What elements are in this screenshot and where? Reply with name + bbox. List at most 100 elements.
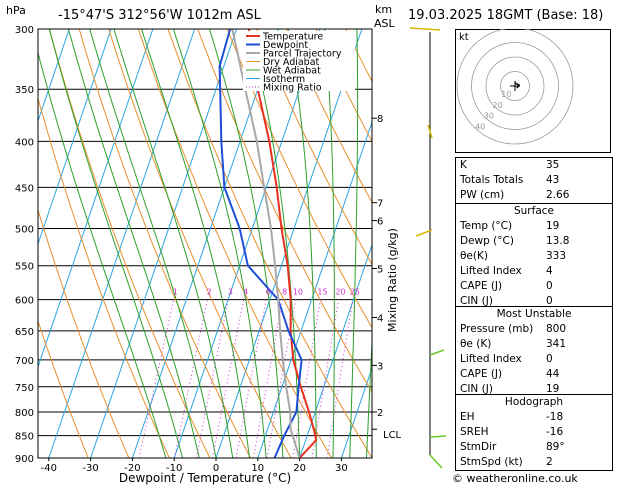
row-label: Lifted Index [460, 353, 522, 365]
hodograph-table: Hodograph EH -18 SREH -16 StmDir 89° StmSpd (kt… [455, 394, 613, 471]
table-row: θe(K) 333 [456, 249, 612, 264]
wet-adiabat [287, 29, 317, 458]
legend-item: Parcel Trajectory [263, 49, 342, 60]
dry-adiabat [108, 29, 292, 458]
km-tick-label: 7 [377, 199, 383, 210]
legend-item: Dewpoint [263, 40, 308, 51]
km-tick-label: 6 [377, 217, 383, 228]
table-row: StmDir 89° [456, 440, 612, 455]
hodograph-trace [514, 82, 521, 89]
mixing-ratio-line [311, 299, 340, 458]
isotherm-line [173, 29, 321, 458]
valid-time: 19.03.2025 18GMT (Base: 18) [408, 8, 604, 23]
row-label: PW (cm) [460, 189, 505, 201]
row-value: 19 [546, 383, 560, 395]
dry-adiabat [226, 29, 372, 329]
hodograph-unit: kt [459, 32, 469, 43]
wet-adiabat [349, 29, 359, 458]
table-title: Hodograph [504, 396, 564, 408]
table-title: Most Unstable [496, 308, 572, 320]
pressure-unit-label: hPa [6, 4, 26, 17]
row-label: θe(K) [460, 250, 488, 262]
km-tick-label: LCL [383, 430, 402, 441]
legend-item: Wet Adiabat [263, 66, 321, 77]
row-value: 19 [546, 220, 560, 232]
copyright: © weatheronline.co.uk [452, 472, 578, 485]
temp-tick-label: 10 [251, 463, 264, 474]
wet-adiabat [209, 29, 284, 458]
pressure-tick-label: 800 [15, 408, 34, 419]
row-value: 43 [546, 174, 560, 186]
temp-tick-label: 20 [293, 463, 306, 474]
row-label: Temp (°C) [460, 220, 513, 232]
row-value: 2 [546, 456, 553, 468]
hodograph-ring-label: 10 [501, 90, 511, 99]
pressure-tick-label: 550 [15, 262, 34, 273]
wet-adiabat [324, 29, 335, 458]
mixing-ratio-label: 15 [317, 288, 327, 297]
surface-table: Surface Temp (°C) 19 Dewp (°C) 13.8 θe(K) 333 L… [455, 203, 613, 310]
row-value: -16 [546, 426, 564, 438]
isotherm-line [90, 29, 237, 458]
wet-adiabat [48, 29, 184, 458]
legend-item: Temperature [262, 32, 323, 43]
row-value: 4 [546, 265, 553, 277]
wet-adiabat [113, 29, 234, 458]
wet-adiabat [366, 332, 372, 458]
row-label: StmSpd (kt) [460, 456, 523, 468]
pressure-tick-label: 900 [15, 454, 34, 465]
row-value: 89° [546, 441, 565, 453]
parcel-trajectory [231, 29, 301, 458]
km-tick-label: 8 [377, 114, 383, 125]
km-tick-label: 3 [377, 361, 383, 372]
hodograph-ring-label: 40 [475, 123, 485, 132]
wet-adiabat [67, 29, 200, 458]
temp-tick-label: 0 [213, 463, 219, 474]
row-value: 35 [546, 159, 560, 171]
km-tick-label: 2 [377, 408, 383, 419]
table-row: CAPE (J) 44 [456, 367, 612, 382]
pressure-tick-label: 650 [15, 327, 34, 338]
row-value: -18 [546, 411, 564, 423]
table-row: Totals Totals 43 [456, 173, 612, 188]
mixing-ratio-label: 3 [228, 288, 233, 297]
pressure-tick-label: 350 [15, 85, 34, 96]
hodograph-ring [485, 56, 545, 116]
table-row: Temp (°C) 19 [456, 219, 612, 234]
isotherm-line [38, 29, 154, 369]
wet-adiabat [89, 29, 217, 458]
row-value: 44 [546, 368, 560, 380]
mixing-ratio-label: 20 [335, 288, 345, 297]
row-label: Totals Totals [460, 174, 524, 186]
temp-tick-label: 30 [335, 463, 348, 474]
location-title: -15°47'S 312°56'W 1012m ASL [58, 8, 261, 23]
most-unstable-table: Most Unstable Pressure (mb) 800 θe (K) 341 Li… [455, 306, 613, 398]
legend-item: Mixing Ratio [263, 83, 322, 94]
mixing-ratio-line [252, 299, 284, 458]
table-row: SREH -16 [456, 425, 612, 440]
row-label: Pressure (mb) [460, 323, 534, 335]
row-value: 333 [546, 250, 567, 262]
isotherm-line [131, 29, 279, 458]
isotherm-line [257, 120, 372, 458]
mixing-ratio-label: 2 [207, 288, 212, 297]
dry-adiabat [612, 29, 629, 458]
isotherm-line [340, 366, 372, 458]
temp-tick-label: -40 [41, 463, 57, 474]
table-row: Pressure (mb) 800 [456, 322, 612, 337]
isotherm-line [215, 29, 363, 458]
wind-barb [429, 454, 443, 469]
row-value: 13.8 [546, 235, 570, 247]
hodograph-frame [455, 29, 611, 153]
table-row: Lifted Index 0 [456, 352, 612, 367]
row-label: θe (K) [460, 338, 492, 350]
mixing-ratio-label: 4 [243, 288, 248, 297]
row-label: Lifted Index [460, 265, 522, 277]
mixing-ratio-line [235, 299, 267, 458]
hodograph-ring [471, 42, 559, 130]
wet-adiabat [38, 50, 167, 458]
pressure-tick-label: 850 [15, 432, 34, 443]
mixing-ratio-line [212, 299, 245, 458]
row-label: CAPE (J) [460, 368, 503, 380]
pressure-tick-label: 400 [15, 137, 34, 148]
